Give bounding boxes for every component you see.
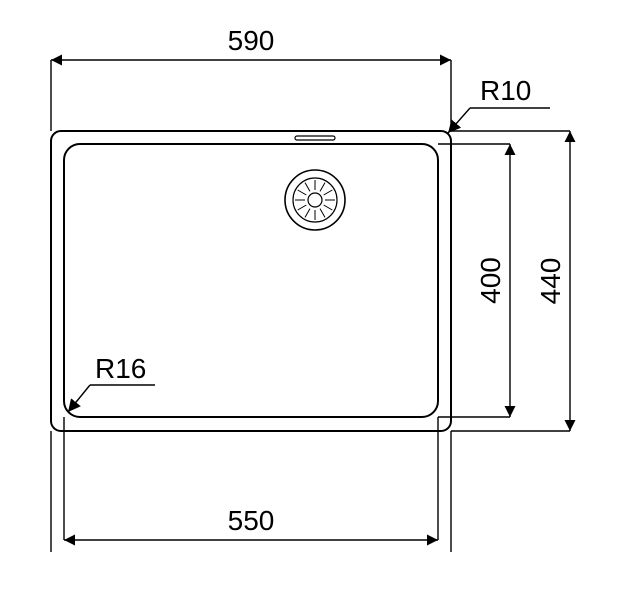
dim-width-550-label: 550 bbox=[228, 505, 275, 536]
callout-r10-label: R10 bbox=[480, 75, 531, 106]
callout-r16-label: R16 bbox=[95, 353, 146, 384]
sink-outer-rim bbox=[51, 131, 451, 431]
dim-height-400-label: 400 bbox=[475, 257, 506, 304]
dim-width-590-label: 590 bbox=[228, 25, 275, 56]
dim-height-440-label: 440 bbox=[535, 258, 566, 305]
